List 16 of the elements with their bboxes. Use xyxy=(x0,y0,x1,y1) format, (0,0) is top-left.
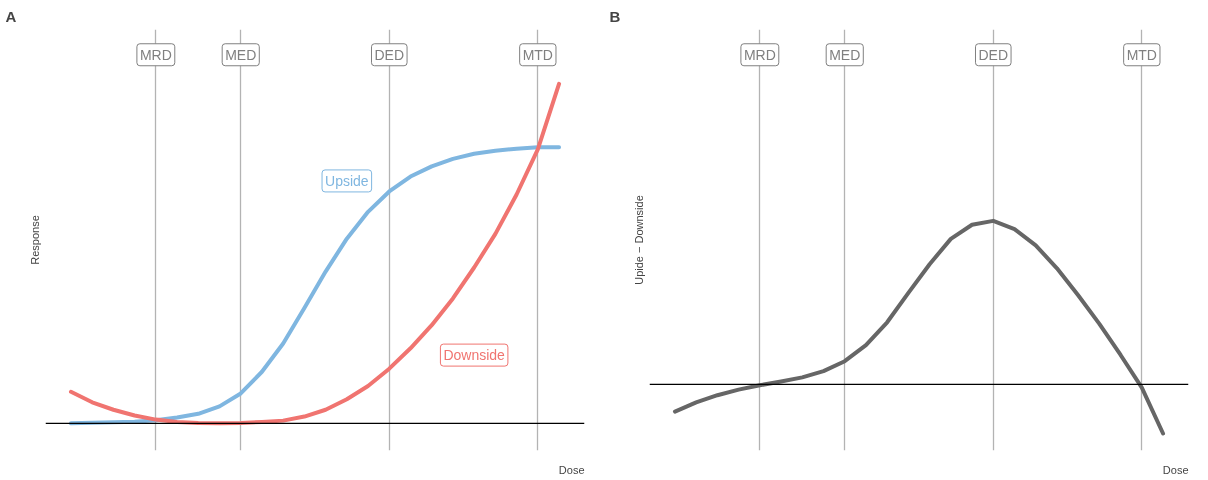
x-tick-label: MTD xyxy=(522,46,553,63)
x-tick-label: MRD xyxy=(743,46,776,63)
x-tick-label: DED xyxy=(978,46,1009,63)
x-tick-label: MED xyxy=(829,46,861,63)
x-tick-label: MED xyxy=(225,46,257,63)
series-label: Upside xyxy=(325,172,369,189)
chart-title: A xyxy=(5,7,17,25)
y-axis-title: Response xyxy=(28,215,41,265)
y-axis-title: Upide − Downside xyxy=(632,195,645,285)
chart-title: B xyxy=(609,7,621,25)
x-tick-label: MRD xyxy=(139,46,172,63)
x-axis-title: Dose xyxy=(1162,463,1189,476)
x-tick-label: DED xyxy=(374,46,405,63)
x-tick-label: MTD xyxy=(1126,46,1157,63)
x-axis-title: Dose xyxy=(558,463,585,476)
series-label: Downside xyxy=(443,347,506,364)
